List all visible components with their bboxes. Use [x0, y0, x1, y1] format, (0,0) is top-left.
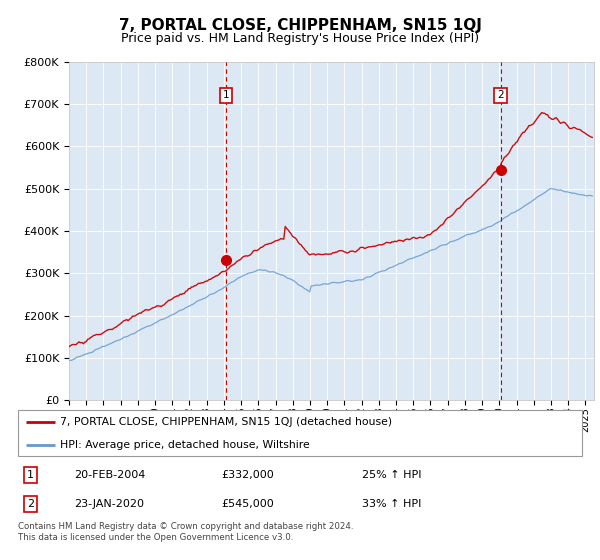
- Text: 25% ↑ HPI: 25% ↑ HPI: [362, 470, 422, 480]
- Text: 7, PORTAL CLOSE, CHIPPENHAM, SN15 1QJ: 7, PORTAL CLOSE, CHIPPENHAM, SN15 1QJ: [119, 18, 481, 33]
- Text: 1: 1: [223, 91, 229, 100]
- Text: £332,000: £332,000: [221, 470, 274, 480]
- Text: £545,000: £545,000: [221, 499, 274, 509]
- Text: 33% ↑ HPI: 33% ↑ HPI: [362, 499, 421, 509]
- Text: HPI: Average price, detached house, Wiltshire: HPI: Average price, detached house, Wilt…: [60, 440, 310, 450]
- Text: 2: 2: [497, 91, 504, 100]
- Text: Contains HM Land Registry data © Crown copyright and database right 2024.
This d: Contains HM Land Registry data © Crown c…: [18, 522, 353, 542]
- Text: 23-JAN-2020: 23-JAN-2020: [74, 499, 145, 509]
- Text: Price paid vs. HM Land Registry's House Price Index (HPI): Price paid vs. HM Land Registry's House …: [121, 32, 479, 45]
- Text: 2: 2: [27, 499, 34, 509]
- FancyBboxPatch shape: [18, 410, 582, 456]
- Text: 7, PORTAL CLOSE, CHIPPENHAM, SN15 1QJ (detached house): 7, PORTAL CLOSE, CHIPPENHAM, SN15 1QJ (d…: [60, 417, 392, 427]
- Text: 20-FEB-2004: 20-FEB-2004: [74, 470, 146, 480]
- Text: 1: 1: [27, 470, 34, 480]
